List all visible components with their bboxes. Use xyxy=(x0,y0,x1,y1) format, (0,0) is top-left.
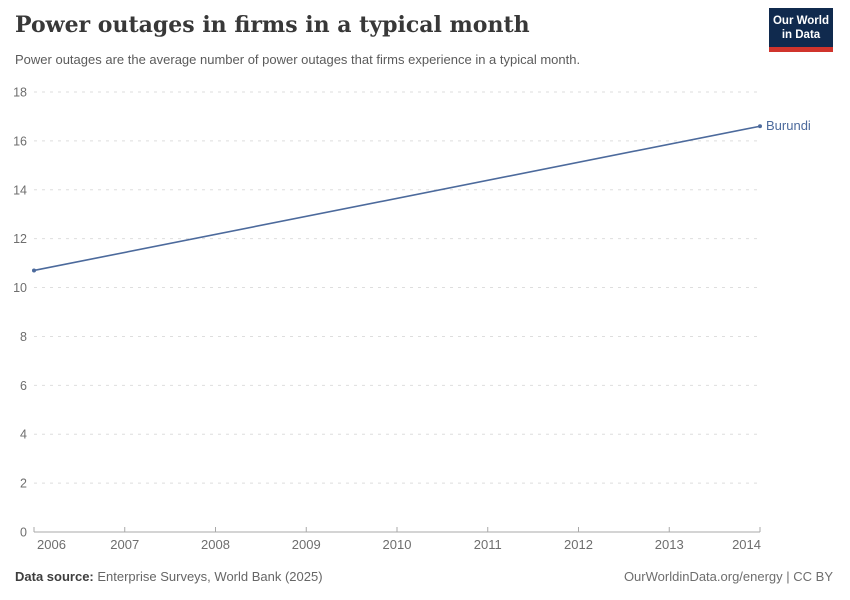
series-line-burundi[interactable] xyxy=(33,125,761,272)
y-tick-label: 14 xyxy=(13,183,27,197)
owid-logo: Our World in Data xyxy=(769,8,833,52)
series-endpoint-marker xyxy=(32,268,36,273)
credit-link[interactable]: OurWorldinData.org/energy | CC BY xyxy=(623,569,833,584)
y-tick-label: 8 xyxy=(20,330,27,344)
series-endpoint-marker xyxy=(758,124,762,129)
chart-title: Power outages in firms in a typical mont… xyxy=(15,12,530,38)
y-tick-label: 4 xyxy=(20,428,27,442)
x-tick-label: 2006 xyxy=(37,537,66,552)
owid-logo-line1: Our World xyxy=(772,15,829,27)
x-tick-label: 2013 xyxy=(655,537,684,552)
x-tick-label: 2007 xyxy=(110,537,139,552)
x-tick-label: 2009 xyxy=(292,537,321,552)
y-tick-label: 10 xyxy=(13,281,27,295)
x-tick-label: 2014 xyxy=(732,537,761,552)
data-source: Data source: Enterprise Surveys, World B… xyxy=(15,569,323,584)
y-tick-label: 0 xyxy=(20,526,27,540)
x-tick-label: 2010 xyxy=(383,537,412,552)
data-source-text: Enterprise Surveys, World Bank (2025) xyxy=(93,569,323,584)
x-tick-label: 2011 xyxy=(474,537,502,552)
owid-logo-line2: in Data xyxy=(781,28,821,41)
x-tick-label: 2012 xyxy=(564,537,593,552)
data-source-label: Data source: xyxy=(15,569,94,584)
x-tick-label: 2008 xyxy=(201,537,230,552)
y-tick-label: 6 xyxy=(20,379,27,393)
chart-subtitle: Power outages are the average number of … xyxy=(15,52,581,67)
y-tick-label: 12 xyxy=(13,232,27,246)
y-tick-label: 16 xyxy=(13,134,27,148)
y-tick-label: 18 xyxy=(13,86,27,100)
y-tick-label: 2 xyxy=(20,477,27,491)
series-label-burundi[interactable]: Burundi xyxy=(766,118,811,133)
